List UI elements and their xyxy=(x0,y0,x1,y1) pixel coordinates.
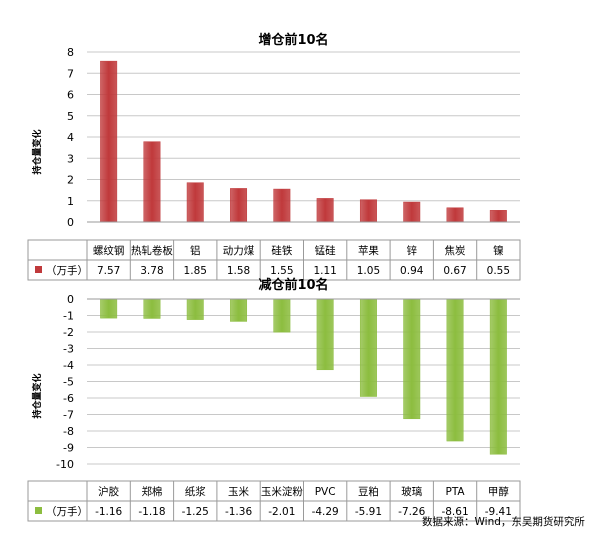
chart1-data-label: 1.85 xyxy=(184,265,207,277)
chart1-category-label: 硅铁 xyxy=(271,244,292,257)
chart2-bar xyxy=(143,298,161,319)
chart2-y-tick-label: -5 xyxy=(63,376,74,389)
chart2-data-label: -7.26 xyxy=(398,506,425,518)
chart2-y-tick-label: -1 xyxy=(63,310,74,323)
chart1-y-tick-label: 4 xyxy=(67,131,74,144)
chart2-category-label: 玉米淀粉 xyxy=(261,485,303,498)
chart1-data-label: 7.57 xyxy=(97,265,120,277)
chart1-category-label: 螺纹钢 xyxy=(93,244,125,257)
chart2-bar xyxy=(359,298,377,397)
chart1-bar xyxy=(230,188,248,223)
chart2-data-label: -2.01 xyxy=(268,506,295,518)
chart2-category-label: 玻璃 xyxy=(401,485,422,498)
chart1-legend-label: （万手） xyxy=(46,264,88,277)
chart2-data-label: -1.25 xyxy=(182,506,209,518)
chart2-y-tick-label: -4 xyxy=(63,359,74,372)
chart1-y-tick-label: 7 xyxy=(67,67,74,80)
chart2-data-label: -9.41 xyxy=(485,506,512,518)
chart1-y-tick-label: 8 xyxy=(67,46,74,59)
chart1-bar xyxy=(273,188,291,223)
chart1-bar xyxy=(446,207,464,223)
chart2-category-label: PVC xyxy=(315,486,336,498)
chart2-bar xyxy=(186,298,204,320)
chart1-bar xyxy=(489,210,507,223)
chart1-y-tick-label: 3 xyxy=(67,152,74,165)
chart2-bar xyxy=(273,298,291,333)
chart2-bar xyxy=(403,298,421,420)
chart1-data-label: 1.58 xyxy=(227,265,250,277)
chart2-category-label: 沪胶 xyxy=(98,485,119,498)
chart2-y-tick-label: 0 xyxy=(67,293,74,306)
chart2-data-label: -1.18 xyxy=(138,506,165,518)
chart1-data-label: 1.05 xyxy=(357,265,380,277)
chart1-data-label: 0.94 xyxy=(400,265,424,277)
chart1-y-tick-label: 5 xyxy=(67,110,74,123)
source-note: 数据来源：Wind，东吴期货研究所 xyxy=(422,516,585,528)
chart1-category-label: 铝 xyxy=(190,244,201,257)
chart2-data-label: -8.61 xyxy=(441,506,468,518)
chart1-bar xyxy=(403,201,421,223)
chart2-y-tick-label: -3 xyxy=(63,343,74,356)
chart2-data-label: -4.29 xyxy=(312,506,339,518)
chart2-category-label: 纸浆 xyxy=(185,485,206,498)
chart1-data-label: 3.78 xyxy=(140,265,163,277)
chart1-data-label: 0.55 xyxy=(487,265,510,277)
chart2-y-tick-label: -7 xyxy=(63,409,74,422)
chart1-bar xyxy=(186,182,204,223)
chart1-bar xyxy=(143,141,161,223)
chart2-bar xyxy=(446,298,464,442)
chart2-category-label: 郑棉 xyxy=(141,485,162,498)
chart1-legend-swatch xyxy=(35,266,42,273)
chart1-bar xyxy=(100,60,118,223)
chart1-y-tick-label: 2 xyxy=(67,174,74,187)
chart2-legend-swatch xyxy=(35,507,42,514)
chart2-category-label: 豆粕 xyxy=(358,485,379,498)
chart2-category-label: 甲醇 xyxy=(488,485,509,498)
chart1-title: 增仓前10名 xyxy=(258,32,328,48)
chart1-category-label: 热轧卷板 xyxy=(131,244,173,257)
chart2-category-label: PTA xyxy=(445,486,465,498)
chart1-data-label: 1.55 xyxy=(270,265,293,277)
chart2-data-label: -1.36 xyxy=(225,506,252,518)
chart2-y-axis-label: 持仓量变化 xyxy=(31,373,43,418)
chart1-data-label: 0.67 xyxy=(443,265,466,277)
chart1-category-label: 锰硅 xyxy=(315,244,336,257)
chart2-bar xyxy=(100,298,118,319)
chart1-bar xyxy=(316,198,334,223)
chart1-category-label: 动力煤 xyxy=(223,244,255,257)
chart1-category-label: 苹果 xyxy=(358,244,379,257)
chart2-data-label: -5.91 xyxy=(355,506,382,518)
chart1-y-tick-label: 0 xyxy=(67,216,74,229)
chart2-y-tick-label: -6 xyxy=(63,392,74,405)
chart2-y-tick-label: -2 xyxy=(63,326,74,339)
chart2-bar xyxy=(316,298,334,371)
chart2-y-tick-label: -9 xyxy=(63,442,74,455)
chart1-y-tick-label: 1 xyxy=(67,195,74,208)
chart2-bar xyxy=(230,298,248,322)
chart1-category-label: 锌 xyxy=(407,244,418,257)
chart1-data-label: 1.11 xyxy=(313,265,336,277)
chart2-title: 减仓前10名 xyxy=(258,277,328,293)
chart2-bar xyxy=(489,298,507,455)
chart2-y-tick-label: -10 xyxy=(56,458,74,471)
chart1-category-label: 焦炭 xyxy=(445,244,466,257)
chart2-legend-label: （万手） xyxy=(46,505,88,518)
chart1-y-axis-label: 持仓量变化 xyxy=(31,129,43,174)
chart1-y-tick-label: 6 xyxy=(67,89,74,102)
chart1-bar xyxy=(359,199,377,223)
chart2-y-tick-label: -8 xyxy=(63,425,74,438)
chart2-category-label: 玉米 xyxy=(228,485,249,498)
chart1-category-label: 镍 xyxy=(493,244,504,257)
chart2-data-label: -1.16 xyxy=(95,506,122,518)
